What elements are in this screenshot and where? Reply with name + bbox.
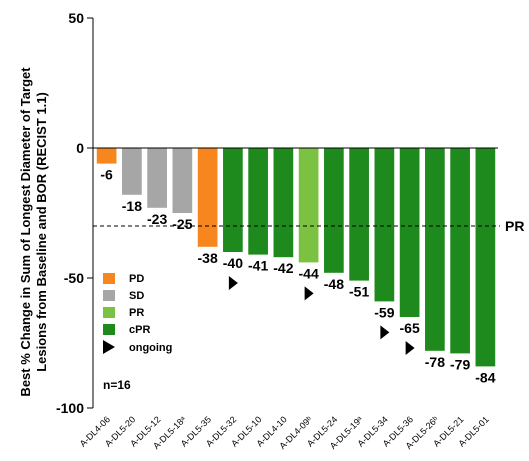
- legend-label: PD: [129, 273, 144, 285]
- y-axis-title-line-2: Lesions from Baseline and BOR (RECIST 1.…: [34, 92, 49, 372]
- legend-label: SD: [129, 290, 144, 302]
- bar: [349, 148, 369, 281]
- ongoing-marker: [380, 325, 390, 340]
- value-label: -51: [349, 284, 369, 300]
- y-axis-title-group: Best % Change in Sum of Longest Diameter…: [18, 67, 49, 397]
- value-label: -23: [147, 211, 167, 227]
- value-label: -25: [172, 216, 192, 232]
- bars: [96, 148, 496, 367]
- bar: [475, 148, 496, 367]
- y-axis-title-line-1: Best % Change in Sum of Longest Diameter…: [18, 67, 33, 397]
- bar: [248, 148, 268, 255]
- ongoing-markers: [228, 276, 415, 355]
- legend-swatch: [103, 273, 115, 284]
- bar: [399, 148, 420, 317]
- legend: PD SD PR cPR ongoing: [103, 273, 172, 354]
- bar: [450, 148, 470, 354]
- value-label: -78: [425, 354, 445, 370]
- category-labels: A-DL4-06A-DL5-20A-DL5-12A-DL5-18ᵃA-DL5-3…: [78, 414, 491, 451]
- value-label: -65: [400, 320, 420, 336]
- bar: [147, 148, 167, 208]
- value-label: -79: [450, 356, 470, 372]
- legend-ongoing-marker: [103, 340, 115, 354]
- y-tick-label: 50: [68, 10, 84, 26]
- bar: [96, 148, 117, 164]
- bar: [172, 148, 193, 213]
- value-label: -18: [122, 198, 142, 214]
- value-label: -44: [299, 265, 319, 281]
- y-tick-label: -100: [56, 400, 84, 416]
- value-label: -40: [223, 255, 243, 271]
- ongoing-marker: [228, 276, 238, 290]
- n-label: n=16: [103, 378, 131, 392]
- value-label: -41: [248, 258, 268, 274]
- bar: [273, 148, 294, 258]
- value-label: -42: [273, 260, 293, 276]
- y-tick-label: -50: [64, 270, 84, 286]
- bar: [197, 148, 218, 247]
- legend-swatch: [103, 290, 115, 301]
- value-label: -6: [100, 167, 113, 183]
- bar: [122, 148, 142, 195]
- legend-label: cPR: [129, 324, 150, 336]
- ongoing-marker: [304, 286, 314, 301]
- y-tick-label: 0: [76, 140, 84, 156]
- value-labels: -6 -18 -23 -25 -38 -40 -41 -42 -44 -48 -51 -59 -65 -7…: [100, 167, 495, 386]
- value-label: -48: [324, 276, 344, 292]
- legend-swatch: [103, 307, 115, 318]
- bar: [374, 148, 395, 302]
- pr-threshold-label: PR: [505, 218, 524, 234]
- value-label: -84: [475, 369, 495, 385]
- legend-label: PR: [129, 307, 144, 319]
- bar: [223, 148, 243, 252]
- y-ticks: 50 0 -50 -100: [56, 10, 93, 416]
- ongoing-marker: [405, 341, 415, 355]
- value-label: -38: [198, 250, 218, 266]
- legend-label: ongoing: [129, 342, 172, 354]
- value-label: -59: [374, 304, 394, 320]
- bar: [324, 148, 344, 273]
- bar: [425, 148, 445, 351]
- bar: [298, 148, 319, 263]
- legend-swatch: [103, 324, 115, 335]
